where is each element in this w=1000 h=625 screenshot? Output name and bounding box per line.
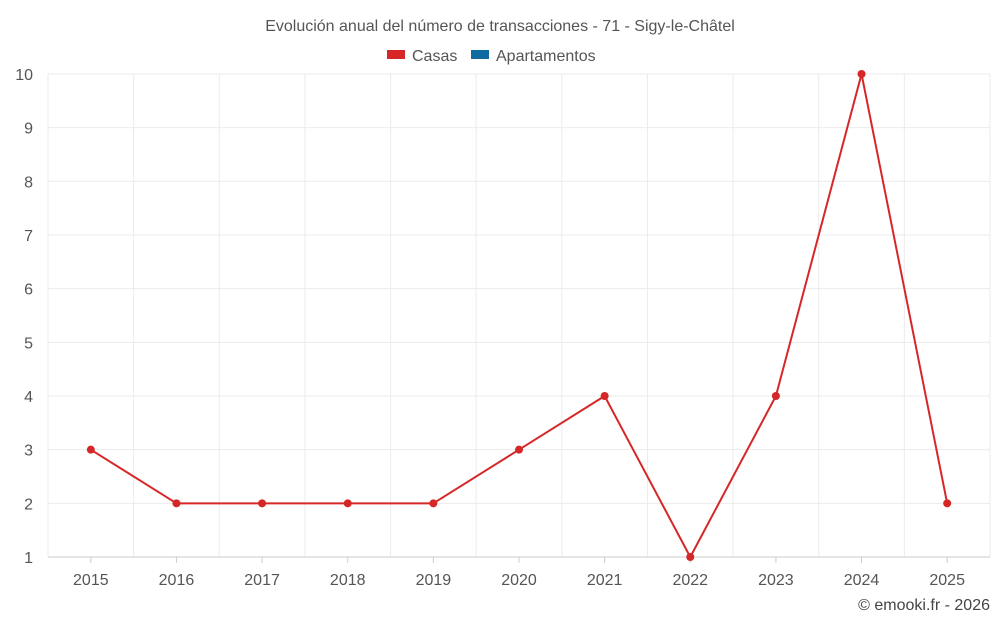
data-point [429, 499, 438, 508]
legend-label-apartamentos: Apartamentos [496, 48, 596, 65]
y-tick-label: 5 [24, 335, 33, 352]
legend-swatch-apartamentos [471, 50, 489, 59]
y-axis: 1 2 3 4 5 6 7 8 9 10 [15, 67, 33, 567]
credit-text: © emooki.fr - 2026 [858, 597, 990, 614]
data-point [600, 392, 609, 400]
x-axis: 2015 2016 2017 2018 2019 2020 2021 2022 2023 2024… [73, 557, 965, 589]
y-tick-label: 1 [24, 550, 33, 567]
x-tick-label: 2017 [244, 572, 280, 589]
x-tick-label: 2024 [844, 572, 880, 589]
x-tick-label: 2021 [587, 572, 623, 589]
data-point [343, 499, 352, 508]
data-point [515, 445, 523, 454]
legend-label-casas: Casas [412, 48, 457, 65]
data-point [86, 445, 95, 454]
y-tick-label: 10 [15, 67, 33, 84]
x-tick-label: 2019 [416, 572, 452, 589]
y-tick-label: 4 [24, 389, 33, 406]
x-tick-label: 2018 [330, 572, 366, 589]
chart-title: Evolución anual del número de transaccio… [265, 18, 735, 35]
x-tick-label: 2020 [501, 572, 537, 589]
y-tick-label: 6 [24, 282, 33, 299]
x-tick-label: 2015 [73, 572, 109, 589]
x-tick-label: 2022 [672, 572, 708, 589]
series-casas [86, 70, 952, 561]
legend-swatch-casas [387, 50, 405, 59]
y-tick-label: 2 [24, 496, 33, 513]
data-point [857, 70, 866, 78]
y-tick-label: 3 [24, 443, 33, 460]
x-tick-label: 2016 [159, 572, 195, 589]
data-point [943, 499, 952, 508]
legend-item-casas[interactable]: Casas [387, 48, 457, 65]
data-point [686, 553, 695, 561]
gridlines [47, 73, 991, 558]
x-tick-label: 2025 [929, 572, 965, 589]
y-tick-label: 9 [24, 121, 33, 138]
y-tick-label: 8 [24, 174, 33, 191]
data-point [258, 499, 267, 508]
x-tick-label: 2023 [758, 572, 794, 589]
legend-item-apartamentos[interactable]: Apartamentos [471, 48, 596, 65]
data-point [172, 499, 181, 508]
legend: Casas Apartamentos [387, 48, 596, 65]
data-point [771, 392, 780, 400]
y-tick-label: 7 [24, 228, 33, 245]
